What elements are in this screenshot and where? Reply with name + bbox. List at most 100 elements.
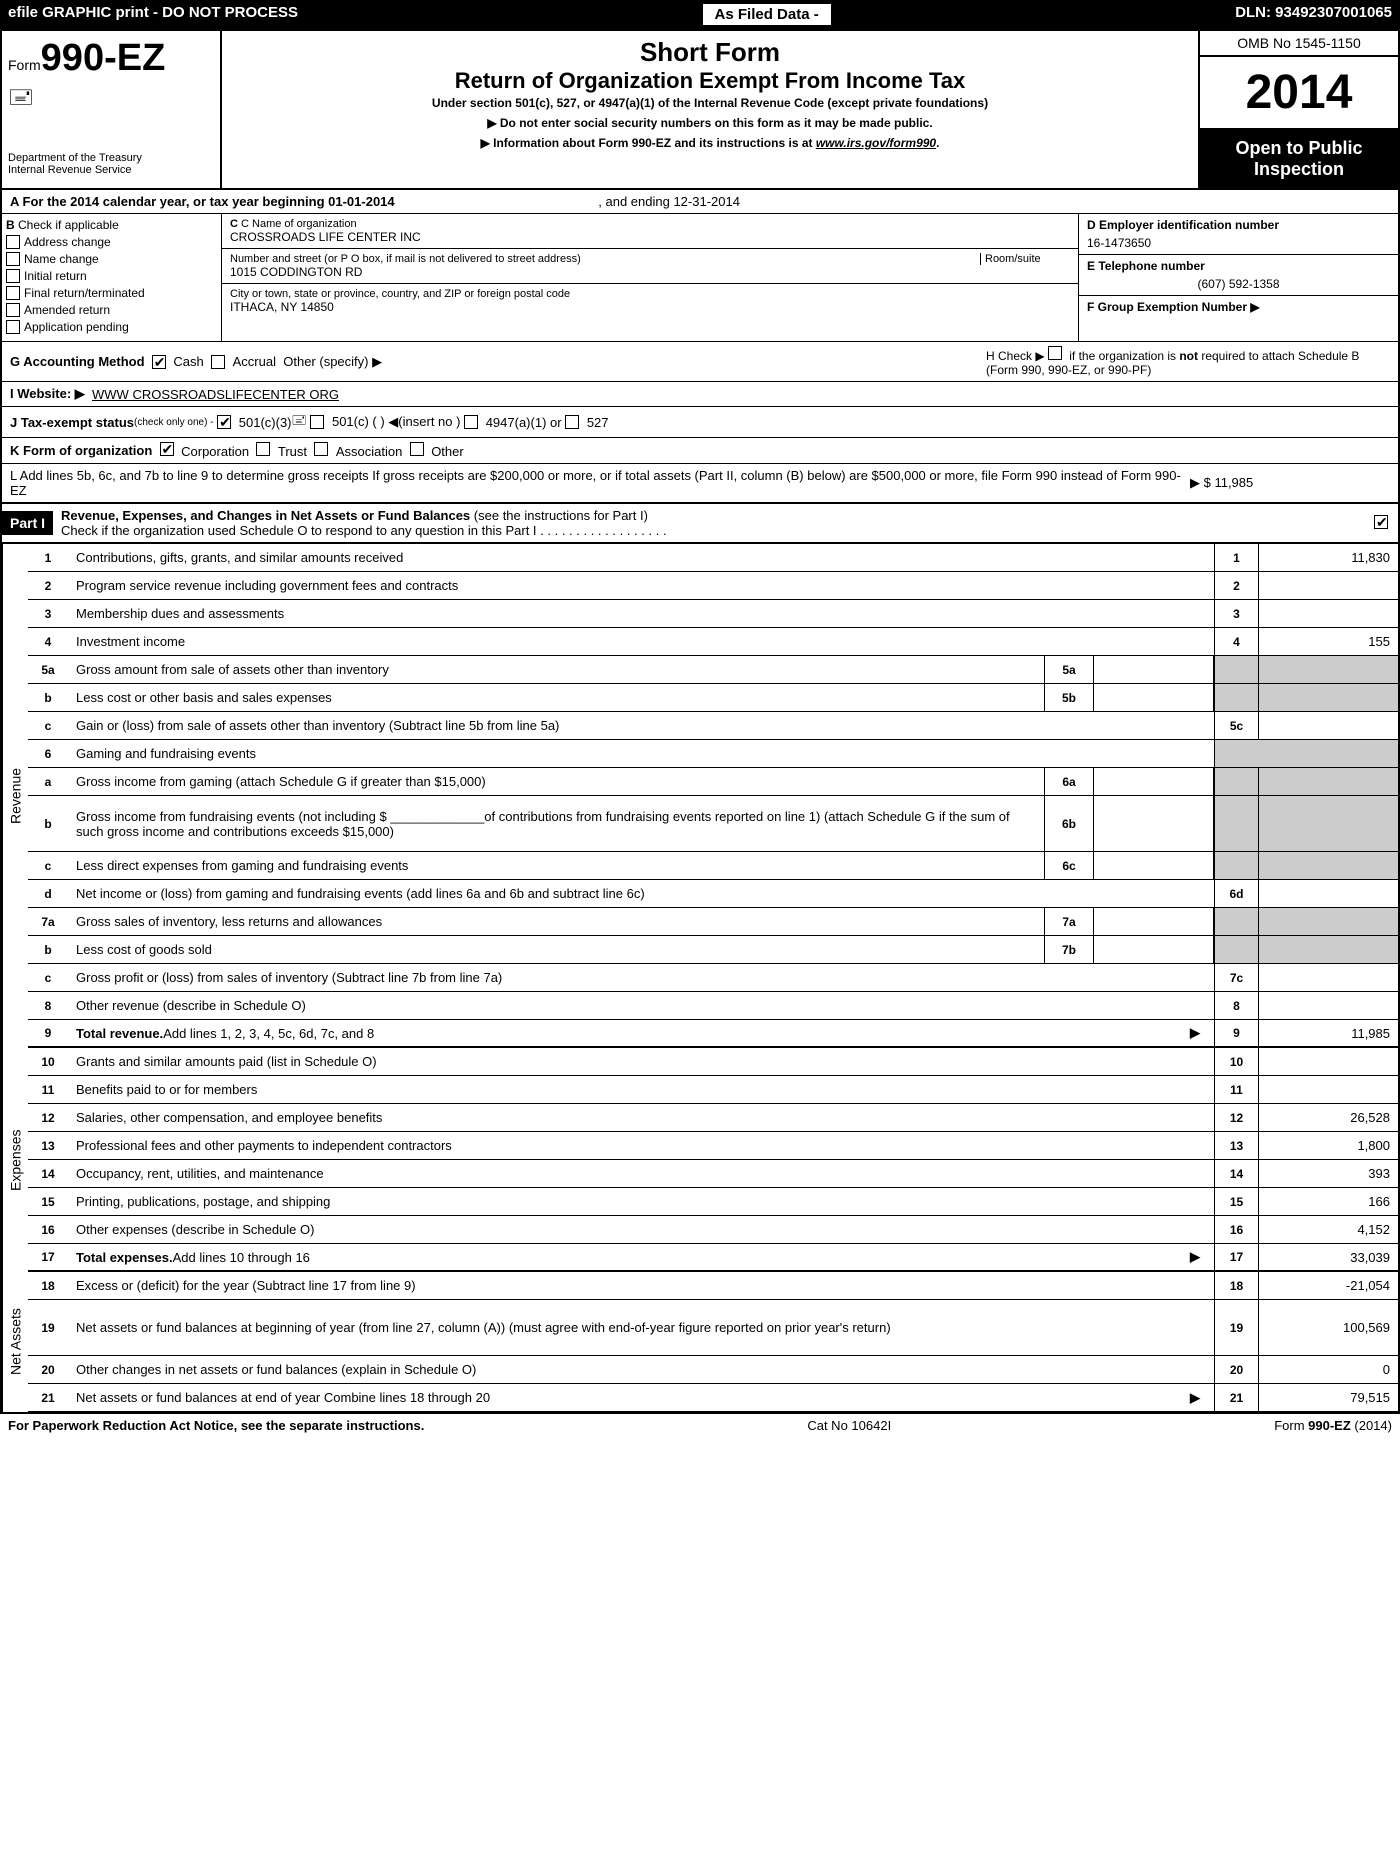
b-checkbox[interactable] (6, 320, 20, 334)
b-label: Address change (24, 235, 111, 249)
sub-num: 7b (1044, 936, 1094, 963)
j-501c-checkbox[interactable] (310, 415, 324, 429)
row-l: L Add lines 5b, 6c, and 7b to line 9 to … (2, 464, 1398, 504)
line-num: 19 (28, 1300, 68, 1355)
amt-num: 7c (1214, 964, 1258, 991)
part1-checkbox[interactable] (1374, 515, 1388, 529)
year-cell: OMB No 1545-1150 2014 Open to Public Ins… (1198, 31, 1398, 188)
row-a: A For the 2014 calendar year, or tax yea… (2, 190, 1398, 214)
line-num: 18 (28, 1272, 68, 1299)
amt-val (1258, 684, 1398, 711)
netassets-label: Net Assets (2, 1272, 28, 1412)
expenses-section: Expenses 10Grants and similar amounts pa… (2, 1048, 1398, 1272)
b-checkbox-row: Address change (6, 235, 217, 249)
ein-row: D Employer identification number 16-1473… (1079, 214, 1398, 255)
data-row: 21Net assets or fund balances at end of … (28, 1384, 1398, 1412)
line-desc: Gross income from fundraising events (no… (68, 796, 1044, 851)
k-checkbox[interactable] (314, 442, 328, 456)
header-row: Form990-EZ 🖃 Department of the Treasury … (2, 31, 1398, 190)
footer: For Paperwork Reduction Act Notice, see … (0, 1414, 1400, 1437)
amt-num: 11 (1214, 1076, 1258, 1103)
amt-num (1214, 684, 1258, 711)
cash-checkbox[interactable] (152, 355, 166, 369)
line-desc: Grants and similar amounts paid (list in… (68, 1048, 1214, 1075)
k-checkbox[interactable] (256, 442, 270, 456)
line-desc: Less cost or other basis and sales expen… (68, 684, 1044, 711)
accrual-checkbox[interactable] (211, 355, 225, 369)
b-checkbox[interactable] (6, 303, 20, 317)
line-num: 5a (28, 656, 68, 683)
amt-val (1258, 992, 1398, 1019)
line-desc: Gross amount from sale of assets other t… (68, 656, 1044, 683)
amt-num: 4 (1214, 628, 1258, 655)
amt-val: 4,152 (1258, 1216, 1398, 1243)
line-num: 4 (28, 628, 68, 655)
amt-val: -21,054 (1258, 1272, 1398, 1299)
footer-left: For Paperwork Reduction Act Notice, see … (8, 1418, 424, 1433)
sub-val (1094, 684, 1214, 711)
data-row: bLess cost or other basis and sales expe… (28, 684, 1398, 712)
form-prefix: Form (8, 57, 41, 73)
data-row: 17Total expenses. Add lines 10 through 1… (28, 1244, 1398, 1272)
data-row: 5aGross amount from sale of assets other… (28, 656, 1398, 684)
amt-num: 19 (1214, 1300, 1258, 1355)
revenue-section: Revenue 1Contributions, gifts, grants, a… (2, 544, 1398, 1048)
line-desc: Other expenses (describe in Schedule O) (68, 1216, 1214, 1243)
data-row: 9Total revenue. Add lines 1, 2, 3, 4, 5c… (28, 1020, 1398, 1048)
amt-val (1258, 964, 1398, 991)
line-num: 20 (28, 1356, 68, 1383)
dept-2: Internal Revenue Service (8, 164, 214, 176)
line-num: 14 (28, 1160, 68, 1187)
line-desc: Gross profit or (loss) from sales of inv… (68, 964, 1214, 991)
amt-num: 5c (1214, 712, 1258, 739)
b-checkbox[interactable] (6, 235, 20, 249)
line-desc: Benefits paid to or for members (68, 1076, 1214, 1103)
form-container: Form990-EZ 🖃 Department of the Treasury … (0, 29, 1400, 1414)
line-desc: Net income or (loss) from gaming and fun… (68, 880, 1214, 907)
k-checkbox[interactable] (160, 442, 174, 456)
b-checkbox[interactable] (6, 269, 20, 283)
amt-num: 14 (1214, 1160, 1258, 1187)
line-num: 21 (28, 1384, 68, 1411)
line-num: d (28, 880, 68, 907)
amt-val (1258, 572, 1398, 599)
data-row: cGain or (loss) from sale of assets othe… (28, 712, 1398, 740)
data-row: 16Other expenses (describe in Schedule O… (28, 1216, 1398, 1244)
k-checkbox[interactable] (410, 442, 424, 456)
h-checkbox[interactable] (1048, 346, 1062, 360)
line-num: 1 (28, 544, 68, 571)
sub-val (1094, 908, 1214, 935)
amt-val: 155 (1258, 628, 1398, 655)
j-501c3-checkbox[interactable] (217, 415, 231, 429)
line-desc: Gaming and fundraising events (68, 740, 1214, 767)
amt-val (1258, 936, 1398, 963)
amt-shaded (1214, 740, 1398, 767)
b-checkbox[interactable] (6, 252, 20, 266)
line-desc: Total expenses. Add lines 10 through 16▶ (68, 1244, 1214, 1270)
amt-val: 166 (1258, 1188, 1398, 1215)
b-checkbox-row: Initial return (6, 269, 217, 283)
j-527-checkbox[interactable] (565, 415, 579, 429)
sub-val (1094, 936, 1214, 963)
line-desc: Other changes in net assets or fund bala… (68, 1356, 1214, 1383)
city-row: City or town, state or province, country… (222, 284, 1078, 318)
line-desc: Occupancy, rent, utilities, and maintena… (68, 1160, 1214, 1187)
j-4947-checkbox[interactable] (464, 415, 478, 429)
amt-num (1214, 768, 1258, 795)
amt-num (1214, 796, 1258, 851)
line-num: a (28, 768, 68, 795)
subtitle: Under section 501(c), 527, or 4947(a)(1)… (228, 96, 1192, 110)
sub-val (1094, 656, 1214, 683)
line-num: 7a (28, 908, 68, 935)
b-checkbox[interactable] (6, 286, 20, 300)
col-b: B Check if applicable Address changeName… (2, 214, 222, 341)
b-label: Name change (24, 252, 99, 266)
line-num: 10 (28, 1048, 68, 1075)
group-row: F Group Exemption Number ▶ (1079, 296, 1398, 328)
amt-num: 17 (1214, 1244, 1258, 1270)
form-num-cell: Form990-EZ 🖃 Department of the Treasury … (2, 31, 222, 188)
line-num: c (28, 712, 68, 739)
amt-val: 1,800 (1258, 1132, 1398, 1159)
data-row: cGross profit or (loss) from sales of in… (28, 964, 1398, 992)
data-row: 14Occupancy, rent, utilities, and mainte… (28, 1160, 1398, 1188)
